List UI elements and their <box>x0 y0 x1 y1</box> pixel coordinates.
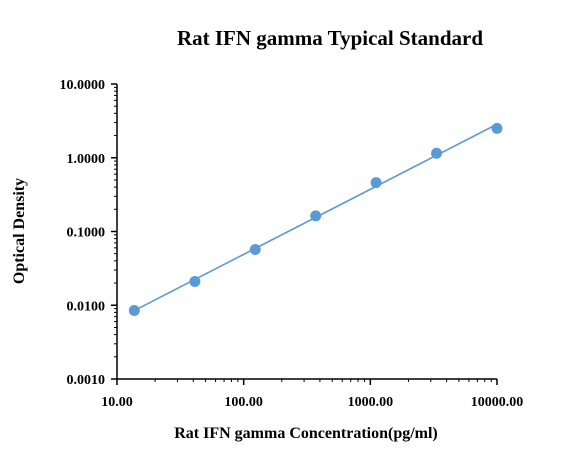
data-points <box>128 122 503 316</box>
data-point <box>310 210 322 222</box>
data-point <box>189 275 201 287</box>
chart-title: Rat IFN gamma Typical Standard <box>177 26 483 50</box>
x-axis-title: Rat IFN gamma Concentration(pg/ml) <box>174 425 438 442</box>
x-axis-ticks: 10.00 100.00 1000.00 10000.00 <box>101 379 523 410</box>
x-tick-label: 10.00 <box>101 395 133 410</box>
x-tick-label: 1000.00 <box>348 395 394 410</box>
x-tick-label: 10000.00 <box>471 395 524 410</box>
data-point <box>249 244 261 256</box>
y-tick-label: 0.1000 <box>67 226 106 241</box>
data-point <box>491 122 503 134</box>
plot-area: 0.0010 0.0100 0.1000 1.0000 10.0000 10.00 100… <box>60 78 524 410</box>
data-point <box>128 304 140 316</box>
y-axis-title: Optical Density <box>11 178 28 284</box>
x-tick-label: 100.00 <box>224 395 263 410</box>
y-tick-label: 0.0010 <box>67 373 106 388</box>
data-point <box>370 177 382 189</box>
y-axis-ticks: 0.0010 0.0100 0.1000 1.0000 10.0000 <box>60 78 117 388</box>
y-tick-label: 0.0100 <box>67 299 106 314</box>
data-point <box>431 147 443 159</box>
y-tick-label: 10.0000 <box>60 78 106 93</box>
y-tick-label: 1.0000 <box>67 152 106 167</box>
